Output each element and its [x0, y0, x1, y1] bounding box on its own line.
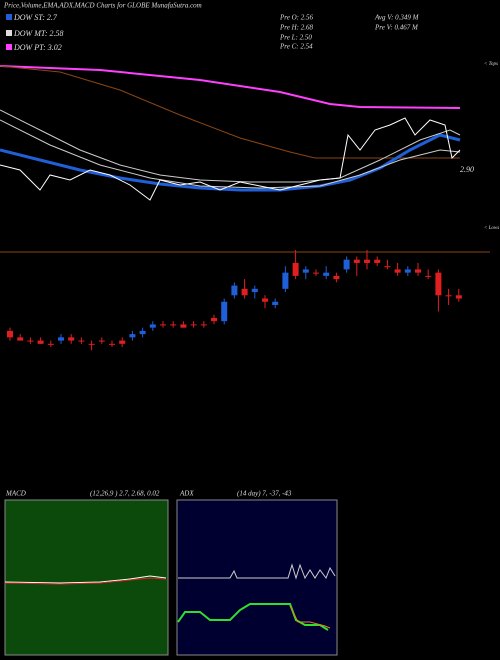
di-line [177, 603, 329, 631]
candle-body [78, 340, 85, 342]
legend-entry: DOW PT: 3.02 [13, 43, 62, 52]
candle-body [58, 337, 64, 341]
ema-line [0, 119, 461, 189]
stat: Pre O: 2.56 [279, 14, 313, 22]
macd-panel [4, 499, 169, 656]
candle-body [47, 343, 54, 345]
legend-swatch [6, 44, 12, 50]
candle-body [190, 324, 197, 326]
candle-body [180, 324, 187, 328]
panel-label: ADX [179, 490, 194, 498]
price-label: 2.90 [460, 165, 474, 174]
macd-line [4, 575, 167, 584]
candle-body [149, 324, 156, 328]
ema-line [0, 109, 461, 183]
candle-body [364, 259, 370, 263]
stat: Pre V: 0.467 M [374, 24, 419, 32]
lows-label: < Lows [484, 226, 499, 231]
price-line [0, 117, 461, 201]
stat: Pre L: 2.50 [279, 34, 312, 42]
legend-swatch [6, 30, 12, 36]
panel-label: MACD [5, 490, 26, 498]
candle-body [313, 272, 319, 274]
candle-body [37, 340, 44, 344]
stat: Pre H: 2.68 [279, 24, 313, 32]
candle-body [353, 259, 360, 263]
tops-label: < Tops [484, 62, 498, 67]
candle-body [262, 298, 268, 302]
candle-body [455, 295, 462, 299]
candle-body [394, 269, 401, 273]
candle-body [200, 324, 207, 326]
candle-body [211, 317, 217, 322]
ema-line [0, 65, 461, 109]
candle-body [374, 259, 381, 263]
candle-body [231, 285, 238, 296]
candle-body [302, 269, 309, 273]
candle-body [129, 334, 136, 338]
candle-body [323, 272, 330, 276]
stat: Avg V: 0.349 M [374, 14, 420, 22]
candle-body [109, 343, 115, 345]
candle-body [445, 295, 452, 297]
candle-body [88, 343, 95, 345]
candle-body [384, 266, 391, 268]
candle-body [415, 269, 421, 273]
candle-body [435, 272, 442, 296]
panel-params: (14 day) 7, -37, -43 [237, 490, 292, 498]
legend-entry: DOW ST: 2.7 [13, 13, 58, 22]
candle-body [170, 324, 177, 326]
legend-entry: DOW MT: 2.58 [13, 29, 64, 38]
candle-body [7, 330, 13, 338]
chart-title: Price,Volume,EMA,ADX,MACD Charts for GLO… [3, 2, 202, 10]
panel-params: (12,26,9 ) 2.7, 2.68, 0.02 [90, 490, 160, 498]
candle-body [241, 288, 248, 296]
candle-body [272, 301, 279, 305]
candle-body [425, 275, 432, 277]
candle-body [160, 324, 166, 326]
candle-body [98, 340, 105, 342]
candle-body [343, 259, 350, 270]
candle-body [282, 272, 289, 289]
candle-body [292, 262, 299, 276]
candle-body [221, 301, 228, 322]
candle-body [68, 337, 75, 341]
signal-line [4, 577, 167, 585]
candle-body [17, 337, 24, 341]
candle-body [333, 275, 340, 280]
stat: Pre C: 2.54 [279, 43, 313, 51]
candle-body [404, 269, 411, 273]
candle-body [139, 330, 146, 335]
di-line [289, 605, 331, 629]
adx-line [178, 563, 336, 580]
candle-body [251, 288, 258, 293]
candle-body [119, 340, 126, 344]
candle-body [27, 340, 34, 342]
ema-line [0, 65, 460, 159]
legend-swatch [6, 14, 12, 20]
